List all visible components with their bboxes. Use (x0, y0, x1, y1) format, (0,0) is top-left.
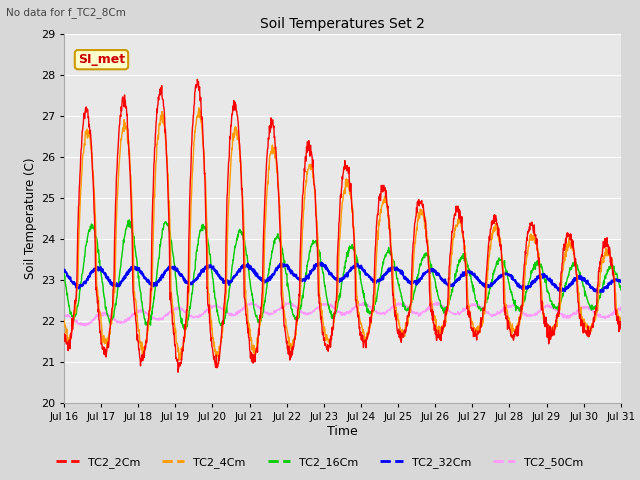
TC2_2Cm (193, 76, 201, 82)
Text: SI_met: SI_met (78, 53, 125, 66)
TC2_32Cm (315, 259, 323, 265)
TC2_2Cm (60, 331, 68, 336)
TC2_16Cm (378, 269, 385, 275)
TC2_50Cm (81, 323, 89, 329)
TC2_32Cm (60, 269, 68, 275)
TC2_32Cm (617, 278, 625, 284)
Line: TC2_50Cm: TC2_50Cm (64, 302, 621, 326)
Line: TC2_4Cm: TC2_4Cm (64, 108, 621, 360)
TC2_4Cm (617, 315, 625, 321)
TC2_16Cm (308, 240, 316, 246)
TC2_4Cm (378, 204, 385, 210)
TC2_2Cm (126, 165, 134, 170)
TC2_16Cm (103, 312, 111, 317)
TC2_16Cm (319, 268, 326, 274)
Legend: TC2_2Cm, TC2_4Cm, TC2_16Cm, TC2_32Cm, TC2_50Cm: TC2_2Cm, TC2_4Cm, TC2_16Cm, TC2_32Cm, TC… (52, 452, 588, 472)
TC2_2Cm (174, 369, 182, 375)
TC2_2Cm (103, 345, 111, 350)
TC2_32Cm (103, 276, 111, 282)
TC2_50Cm (60, 312, 68, 318)
TC2_32Cm (126, 266, 134, 272)
TC2_16Cm (617, 287, 625, 293)
TC2_50Cm (432, 300, 440, 305)
TC2_50Cm (308, 310, 316, 316)
TC2_50Cm (297, 308, 305, 313)
TC2_2Cm (617, 321, 625, 326)
TC2_4Cm (308, 167, 316, 173)
TC2_2Cm (378, 183, 385, 189)
TC2_32Cm (308, 268, 316, 274)
Line: TC2_32Cm: TC2_32Cm (64, 262, 621, 293)
TC2_32Cm (318, 263, 326, 269)
TC2_4Cm (175, 357, 183, 363)
TC2_4Cm (195, 105, 203, 111)
TC2_16Cm (60, 268, 68, 274)
TC2_50Cm (318, 301, 326, 307)
TC2_2Cm (308, 164, 316, 170)
TC2_32Cm (296, 278, 304, 284)
TC2_16Cm (180, 327, 188, 333)
TC2_50Cm (104, 312, 111, 317)
Y-axis label: Soil Temperature (C): Soil Temperature (C) (24, 157, 36, 279)
TC2_50Cm (617, 304, 625, 310)
TC2_4Cm (60, 317, 68, 323)
TC2_2Cm (319, 332, 326, 337)
TC2_16Cm (297, 302, 305, 308)
X-axis label: Time: Time (327, 425, 358, 438)
Text: No data for f_TC2_8Cm: No data for f_TC2_8Cm (6, 7, 126, 18)
TC2_4Cm (126, 157, 134, 163)
TC2_4Cm (319, 314, 326, 320)
Line: TC2_16Cm: TC2_16Cm (64, 220, 621, 330)
TC2_50Cm (378, 312, 385, 317)
TC2_16Cm (125, 217, 133, 223)
TC2_50Cm (126, 315, 134, 321)
TC2_16Cm (126, 219, 134, 225)
TC2_2Cm (297, 228, 305, 234)
Title: Soil Temperatures Set 2: Soil Temperatures Set 2 (260, 17, 425, 31)
TC2_4Cm (103, 345, 111, 350)
TC2_4Cm (297, 277, 305, 283)
TC2_32Cm (595, 290, 602, 296)
TC2_32Cm (378, 277, 385, 283)
Line: TC2_2Cm: TC2_2Cm (64, 79, 621, 372)
